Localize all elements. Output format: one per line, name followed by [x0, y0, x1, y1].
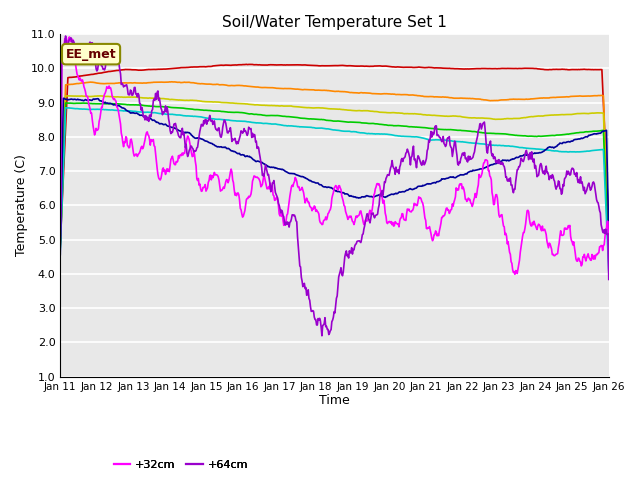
+2cm — [179, 105, 187, 111]
+32cm — [56, 234, 64, 240]
-16cm — [179, 65, 186, 71]
Title: Soil/Water Temperature Set 1: Soil/Water Temperature Set 1 — [222, 15, 447, 30]
+16cm — [60, 96, 68, 101]
-8cm — [168, 79, 175, 84]
+32cm — [67, 39, 75, 45]
+32cm — [124, 143, 131, 148]
+64cm — [62, 33, 70, 39]
+2cm — [124, 102, 131, 108]
+64cm — [124, 85, 131, 91]
+32cm — [65, 34, 73, 40]
+32cm — [511, 271, 519, 277]
Line: +32cm: +32cm — [60, 37, 609, 274]
+16cm — [56, 252, 64, 257]
-2cm — [605, 249, 612, 255]
-2cm — [208, 99, 216, 105]
X-axis label: Time: Time — [319, 395, 350, 408]
+64cm — [56, 233, 64, 239]
+64cm — [403, 149, 410, 155]
+32cm — [418, 199, 426, 204]
Line: +64cm: +64cm — [60, 36, 609, 336]
-8cm — [123, 80, 131, 86]
+16cm — [402, 188, 410, 193]
-2cm — [67, 93, 75, 99]
-2cm — [179, 97, 187, 103]
-8cm — [56, 234, 64, 240]
+64cm — [419, 158, 426, 164]
-8cm — [179, 80, 187, 85]
+8cm — [62, 105, 70, 110]
+2cm — [67, 100, 75, 106]
+8cm — [179, 113, 187, 119]
+64cm — [605, 276, 612, 282]
+2cm — [418, 125, 426, 131]
Legend: +32cm, +64cm: +32cm, +64cm — [109, 455, 253, 474]
+64cm — [318, 333, 326, 339]
+32cm — [208, 173, 216, 179]
+32cm — [179, 152, 187, 158]
Line: +2cm: +2cm — [60, 103, 609, 261]
+8cm — [124, 108, 131, 114]
-16cm — [207, 63, 215, 69]
+8cm — [418, 135, 426, 141]
Line: +16cm: +16cm — [60, 98, 609, 254]
-8cm — [605, 240, 612, 246]
+64cm — [179, 132, 187, 138]
Line: -16cm: -16cm — [60, 64, 609, 244]
+8cm — [67, 105, 75, 111]
+64cm — [67, 35, 75, 41]
+16cm — [67, 96, 75, 102]
-16cm — [67, 74, 74, 80]
-2cm — [124, 94, 131, 100]
+8cm — [208, 116, 216, 121]
Text: EE_met: EE_met — [66, 48, 116, 60]
+16cm — [208, 141, 216, 146]
+8cm — [402, 133, 410, 139]
-8cm — [402, 92, 410, 97]
+2cm — [208, 108, 216, 114]
Line: -2cm: -2cm — [60, 96, 609, 252]
-2cm — [418, 112, 426, 118]
+16cm — [179, 130, 187, 135]
+16cm — [418, 183, 426, 189]
+2cm — [62, 100, 70, 106]
+32cm — [605, 267, 612, 273]
-16cm — [123, 67, 131, 72]
+64cm — [208, 117, 216, 123]
+2cm — [402, 123, 410, 129]
+2cm — [56, 244, 64, 250]
-16cm — [56, 241, 64, 247]
-2cm — [56, 240, 64, 246]
-8cm — [208, 82, 216, 87]
-2cm — [402, 111, 410, 117]
-8cm — [418, 93, 426, 99]
Y-axis label: Temperature (C): Temperature (C) — [15, 155, 28, 256]
-16cm — [605, 220, 612, 226]
+32cm — [402, 217, 410, 223]
-2cm — [67, 93, 74, 99]
Line: -8cm: -8cm — [60, 82, 609, 243]
-16cm — [418, 64, 426, 70]
-16cm — [243, 61, 250, 67]
Line: +8cm: +8cm — [60, 108, 609, 272]
+8cm — [56, 246, 64, 252]
+16cm — [124, 108, 131, 114]
+8cm — [605, 269, 612, 275]
+16cm — [605, 233, 612, 239]
-8cm — [67, 82, 74, 87]
+2cm — [605, 258, 612, 264]
-16cm — [402, 64, 410, 70]
